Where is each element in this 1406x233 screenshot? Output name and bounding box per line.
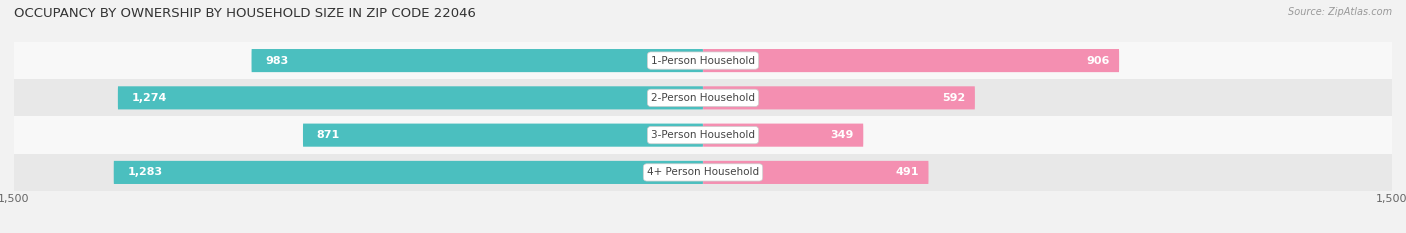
Text: 3-Person Household: 3-Person Household <box>651 130 755 140</box>
Text: Source: ZipAtlas.com: Source: ZipAtlas.com <box>1288 7 1392 17</box>
Bar <box>14 154 1392 191</box>
Text: 4+ Person Household: 4+ Person Household <box>647 168 759 177</box>
Text: 1,274: 1,274 <box>132 93 167 103</box>
Text: 349: 349 <box>831 130 853 140</box>
Text: OCCUPANCY BY OWNERSHIP BY HOUSEHOLD SIZE IN ZIP CODE 22046: OCCUPANCY BY OWNERSHIP BY HOUSEHOLD SIZE… <box>14 7 477 20</box>
FancyBboxPatch shape <box>114 161 703 184</box>
Text: 1-Person Household: 1-Person Household <box>651 56 755 65</box>
FancyBboxPatch shape <box>703 161 928 184</box>
Text: 871: 871 <box>316 130 340 140</box>
FancyBboxPatch shape <box>703 49 1119 72</box>
FancyBboxPatch shape <box>703 86 974 110</box>
Text: 592: 592 <box>942 93 966 103</box>
FancyBboxPatch shape <box>703 123 863 147</box>
Bar <box>14 116 1392 154</box>
Text: 1,283: 1,283 <box>128 168 163 177</box>
Text: 983: 983 <box>266 56 288 65</box>
Bar <box>14 42 1392 79</box>
Bar <box>14 79 1392 116</box>
FancyBboxPatch shape <box>252 49 703 72</box>
FancyBboxPatch shape <box>118 86 703 110</box>
FancyBboxPatch shape <box>302 123 703 147</box>
Text: 2-Person Household: 2-Person Household <box>651 93 755 103</box>
Text: 491: 491 <box>896 168 920 177</box>
Text: 906: 906 <box>1087 56 1109 65</box>
